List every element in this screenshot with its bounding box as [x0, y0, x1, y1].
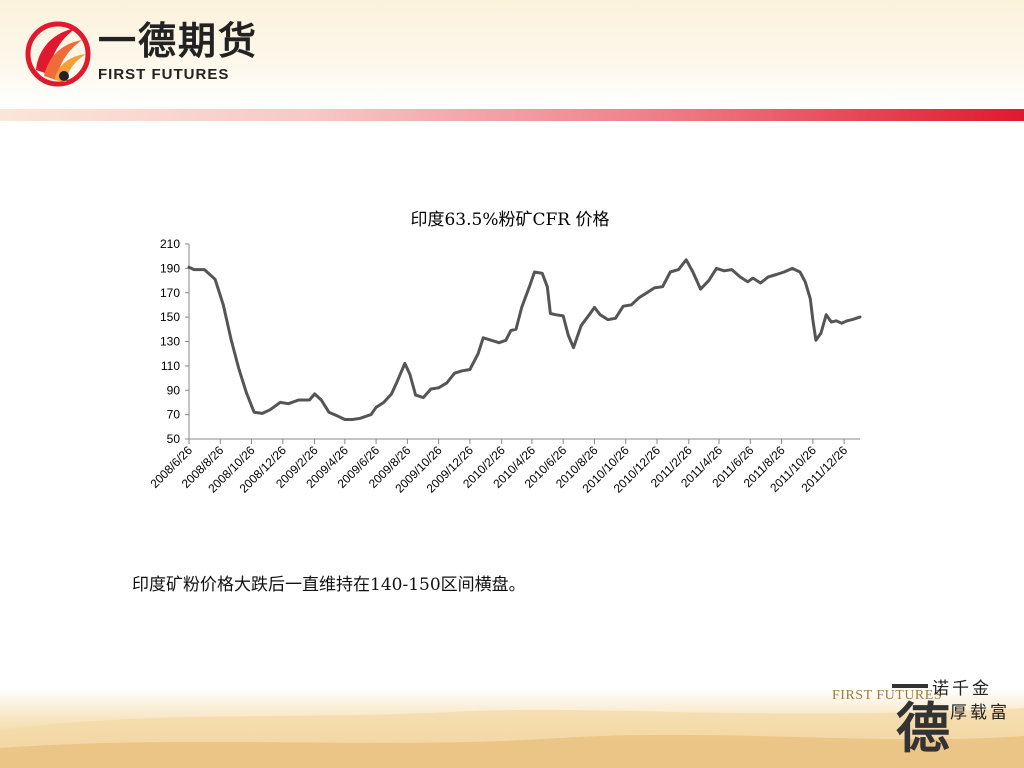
- slide-header: [0, 0, 1024, 110]
- y-tick-label: 130: [160, 335, 180, 349]
- slogan-chinese-line1: 诺千金: [932, 679, 992, 699]
- price-line-chart: 5070901101301501701902102008/6/262008/8/…: [147, 237, 862, 496]
- sand-wave-decoration: [0, 708, 1024, 768]
- logo-chinese-text: 一德期货: [98, 19, 259, 63]
- brush-calligraphy: 德: [896, 696, 950, 760]
- header-stripe: [0, 109, 1024, 121]
- first-futures-logo-icon: [25, 21, 91, 87]
- y-tick-label: 170: [160, 286, 180, 300]
- slide-caption: 印度矿粉价格大跌后一直维持在140-150区间横盘。: [132, 575, 526, 595]
- logo-english-text: FIRST FUTURES: [98, 66, 230, 83]
- slogan-chinese-line2: 厚载富: [950, 703, 1010, 723]
- y-tick-label: 190: [160, 261, 180, 275]
- y-tick-label: 50: [167, 432, 181, 446]
- slogan-english: FIRST FUTURES: [832, 688, 943, 703]
- y-tick-label: 210: [160, 237, 180, 251]
- slogan-dash: [892, 684, 928, 688]
- y-tick-label: 70: [167, 408, 181, 422]
- y-tick-label: 90: [167, 383, 181, 397]
- y-tick-label: 110: [161, 359, 180, 373]
- chart-title: 印度63.5%粉矿CFR 价格: [410, 210, 610, 230]
- price-series-line: [187, 258, 862, 421]
- y-tick-label: 150: [160, 310, 180, 324]
